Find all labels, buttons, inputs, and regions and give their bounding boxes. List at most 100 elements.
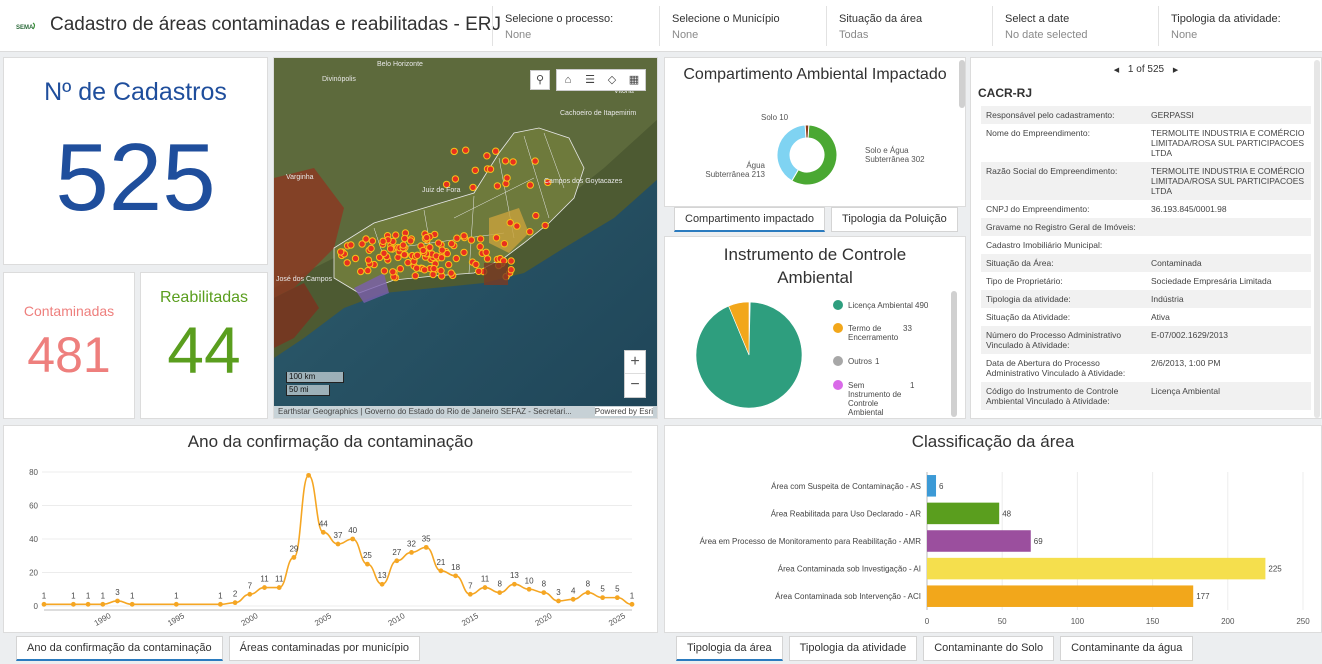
site-marker[interactable]: [452, 254, 461, 263]
map-view[interactable]: Belo Horizonte Divinópolis Cachoeiro de …: [273, 57, 658, 419]
site-marker[interactable]: [430, 264, 438, 273]
site-marker[interactable]: [357, 267, 365, 276]
site-marker[interactable]: [445, 260, 453, 269]
bar-chart[interactable]: 0 50 100 150 200 250 Área com Suspeita de Cont…: [665, 426, 1322, 633]
data-point[interactable]: [379, 581, 385, 587]
site-marker[interactable]: [507, 257, 515, 265]
site-marker[interactable]: [389, 268, 397, 276]
site-marker[interactable]: [434, 239, 443, 247]
bar[interactable]: [927, 585, 1194, 607]
home-icon[interactable]: ⌂: [564, 74, 572, 86]
data-point[interactable]: [453, 573, 458, 579]
site-marker[interactable]: [413, 264, 421, 272]
bar[interactable]: [927, 530, 1031, 552]
site-marker[interactable]: [483, 152, 491, 160]
site-marker[interactable]: [460, 248, 468, 257]
site-marker[interactable]: [380, 267, 389, 275]
filter-date[interactable]: Select a date No date selected: [992, 6, 1158, 46]
site-marker[interactable]: [429, 270, 437, 279]
site-marker[interactable]: [367, 244, 375, 253]
site-marker[interactable]: [404, 258, 412, 267]
site-marker[interactable]: [364, 266, 372, 275]
tab-ano-confirmacao[interactable]: Ano da confirmação da contaminação: [16, 636, 223, 661]
site-marker[interactable]: [399, 241, 408, 249]
site-marker[interactable]: [462, 146, 470, 154]
site-marker[interactable]: [476, 235, 485, 243]
site-marker[interactable]: [486, 165, 495, 173]
site-marker[interactable]: [493, 182, 502, 190]
data-point[interactable]: [482, 585, 488, 590]
site-marker[interactable]: [471, 166, 480, 175]
site-marker[interactable]: [506, 219, 514, 227]
data-point[interactable]: [276, 585, 282, 590]
data-point[interactable]: [614, 595, 620, 601]
site-marker[interactable]: [503, 174, 511, 182]
filter-situacao[interactable]: Situação da área Todas: [826, 6, 992, 46]
data-point[interactable]: [365, 561, 370, 567]
search-icon[interactable]: ⚲: [530, 70, 550, 90]
site-marker[interactable]: [532, 211, 540, 220]
data-point[interactable]: [570, 596, 576, 602]
site-marker[interactable]: [450, 147, 458, 156]
site-marker[interactable]: [437, 267, 445, 275]
site-marker[interactable]: [392, 231, 400, 239]
data-point[interactable]: [526, 586, 532, 592]
bar[interactable]: [927, 502, 1000, 525]
data-point[interactable]: [232, 600, 238, 606]
site-marker[interactable]: [541, 221, 549, 230]
data-point[interactable]: [247, 591, 253, 597]
bar[interactable]: [927, 557, 1266, 580]
site-marker[interactable]: [453, 234, 461, 242]
site-marker[interactable]: [379, 237, 387, 246]
data-point[interactable]: [173, 601, 179, 607]
scrollbar[interactable]: [1314, 60, 1320, 418]
line-chart[interactable]: 0 20 40 60 80 1990 1995 2000 2005 2010 2015 2020 202…: [4, 426, 658, 633]
powered-by-esri[interactable]: Powered by Esri: [594, 407, 653, 416]
tab-compartimento-impactado[interactable]: Compartimento impactado: [674, 207, 826, 232]
site-marker[interactable]: [400, 251, 409, 259]
contaminated-sites-layer[interactable]: [336, 146, 552, 282]
data-point[interactable]: [71, 601, 76, 607]
site-marker[interactable]: [483, 255, 492, 263]
data-point[interactable]: [585, 590, 591, 595]
site-marker[interactable]: [475, 267, 483, 276]
site-marker[interactable]: [375, 253, 384, 262]
site-marker[interactable]: [500, 240, 509, 248]
data-point[interactable]: [306, 472, 311, 478]
site-marker[interactable]: [469, 183, 477, 192]
data-point[interactable]: [129, 601, 135, 607]
data-point[interactable]: [497, 590, 503, 595]
site-marker[interactable]: [509, 158, 517, 166]
site-marker[interactable]: [347, 241, 355, 249]
basemap-gallery-icon[interactable]: ▦: [628, 74, 640, 86]
filter-municipio[interactable]: Selecione o Município None: [659, 6, 825, 46]
site-marker[interactable]: [368, 237, 377, 245]
site-marker[interactable]: [467, 236, 476, 244]
data-point[interactable]: [512, 581, 517, 587]
site-marker[interactable]: [386, 245, 395, 253]
data-point[interactable]: [467, 591, 473, 597]
zoom-in-button[interactable]: +: [625, 351, 645, 374]
data-point[interactable]: [394, 558, 400, 564]
scrollbar[interactable]: [951, 291, 957, 417]
data-point[interactable]: [291, 555, 297, 560]
prev-record-button[interactable]: ◀: [1113, 67, 1120, 74]
tab-contaminante-solo[interactable]: Contaminante do Solo: [923, 636, 1055, 661]
data-point[interactable]: [115, 598, 120, 604]
data-point[interactable]: [100, 601, 106, 607]
site-marker[interactable]: [343, 259, 351, 267]
site-marker[interactable]: [411, 272, 420, 280]
site-marker[interactable]: [438, 246, 446, 254]
site-marker[interactable]: [531, 157, 539, 165]
donut-chart[interactable]: [665, 58, 966, 207]
site-marker[interactable]: [413, 251, 422, 260]
data-point[interactable]: [438, 568, 444, 574]
site-marker[interactable]: [380, 249, 388, 258]
list-icon[interactable]: ☰: [585, 74, 595, 86]
data-point[interactable]: [320, 529, 326, 535]
data-point[interactable]: [409, 550, 414, 555]
site-marker[interactable]: [501, 157, 510, 165]
data-point[interactable]: [629, 601, 635, 607]
site-marker[interactable]: [364, 256, 373, 264]
tab-contaminante-agua[interactable]: Contaminante da água: [1060, 636, 1194, 661]
